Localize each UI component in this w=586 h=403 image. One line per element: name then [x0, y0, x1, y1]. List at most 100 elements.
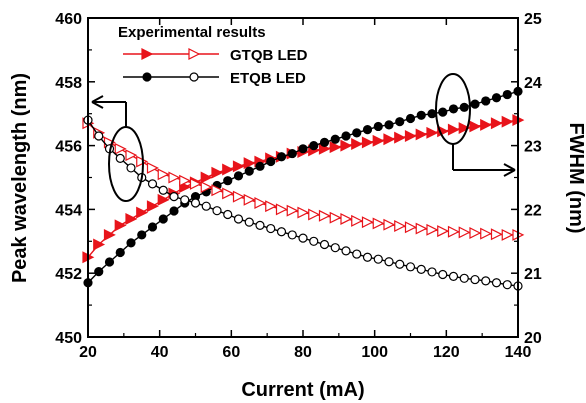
data-point-etqb-led-fwhm — [416, 264, 426, 274]
x-tick-label: 60 — [222, 344, 240, 361]
data-point-gtqb-led-fwhm — [490, 228, 503, 241]
data-point-etqb-led-peak — [233, 171, 244, 181]
legend-item-gtqb — [123, 48, 219, 60]
data-point-etqb-led-peak — [169, 206, 179, 216]
y-axis-right-title: FWHM (nm) — [565, 122, 586, 233]
data-point-gtqb-led-peak — [469, 120, 482, 133]
data-point-gtqb-led-peak — [447, 123, 460, 136]
data-point-gtqb-led-fwhm — [136, 155, 149, 168]
data-point-gtqb-led-fwhm — [404, 221, 417, 234]
legend-marker-etqb-open — [189, 72, 199, 82]
y-left-tick-label: 452 — [55, 266, 82, 283]
data-point-gtqb-led-peak — [383, 133, 396, 146]
data-point-etqb-led-peak — [373, 121, 383, 132]
data-point-etqb-led-fwhm — [405, 262, 416, 272]
data-point-etqb-led-fwhm — [319, 239, 330, 250]
data-point-gtqb-led-peak — [458, 122, 471, 135]
data-point-gtqb-led-peak — [243, 157, 256, 170]
data-point-etqb-led-fwhm — [373, 254, 383, 264]
data-point-etqb-led-fwhm — [244, 217, 254, 227]
data-point-etqb-led-peak — [470, 99, 480, 109]
data-point-etqb-led-fwhm — [470, 274, 480, 285]
data-point-etqb-led-fwhm — [309, 236, 319, 246]
data-point-etqb-led-peak — [362, 125, 373, 135]
legend: Experimental results GTQB LED ETQB LED — [118, 24, 308, 87]
y-right-tick-label: 24 — [524, 75, 542, 92]
data-point-etqb-led-fwhm — [330, 243, 340, 253]
data-point-etqb-led-peak — [94, 267, 104, 277]
data-point-etqb-led-fwhm — [126, 163, 136, 173]
x-tick-label: 20 — [79, 344, 97, 361]
data-point-etqb-led-peak — [223, 176, 233, 186]
data-point-gtqb-led-peak — [415, 128, 428, 141]
data-point-etqb-led-fwhm — [459, 273, 469, 283]
data-point-gtqb-led-fwhm — [275, 203, 288, 216]
x-axis-title: Current (mA) — [241, 379, 364, 401]
data-point-gtqb-led-peak — [222, 163, 235, 176]
data-point-gtqb-led-fwhm — [232, 190, 245, 203]
data-point-etqb-led-peak — [405, 113, 416, 124]
data-point-etqb-led-peak — [319, 137, 330, 148]
data-point-etqb-led-peak — [115, 247, 125, 258]
data-point-gtqb-led-fwhm — [426, 223, 439, 236]
data-point-gtqb-led-fwhm — [297, 206, 310, 219]
data-point-gtqb-led-fwhm — [351, 214, 364, 227]
data-point-gtqb-led-peak — [329, 141, 342, 154]
series-etqb-led-peak — [83, 86, 523, 288]
data-point-etqb-led-peak — [244, 166, 254, 176]
data-point-etqb-led-fwhm — [502, 280, 512, 290]
data-point-gtqb-led-fwhm — [179, 174, 192, 187]
data-point-etqb-led-fwhm — [352, 249, 362, 259]
x-tick-label: 80 — [294, 344, 312, 361]
series-layer — [82, 86, 525, 291]
data-point-gtqb-led-peak — [490, 117, 503, 130]
legend-marker-etqb-filled — [142, 72, 152, 82]
data-point-etqb-led-fwhm — [266, 223, 276, 234]
data-point-gtqb-led-peak — [114, 219, 127, 232]
x-tick-label: 40 — [151, 344, 169, 361]
data-point-etqb-led-peak — [341, 131, 351, 141]
data-point-gtqb-led-fwhm — [361, 216, 374, 229]
data-point-etqb-led-fwhm — [169, 192, 179, 202]
data-point-gtqb-led-fwhm — [200, 181, 213, 194]
data-point-etqb-led-peak — [459, 102, 469, 112]
data-point-etqb-led-fwhm — [180, 195, 190, 205]
data-point-gtqb-led-fwhm — [286, 204, 299, 217]
data-point-gtqb-led-fwhm — [125, 149, 138, 162]
data-point-gtqb-led-peak — [200, 171, 213, 184]
y-right-tick-label: 21 — [524, 266, 542, 283]
data-point-gtqb-led-peak — [404, 130, 417, 143]
data-point-etqb-led-peak — [491, 93, 502, 103]
data-point-etqb-led-peak — [384, 120, 394, 130]
y-axis-left-title: Peak wavelength (nm) — [9, 73, 31, 283]
data-point-etqb-led-peak — [276, 152, 287, 162]
data-point-gtqb-led-fwhm — [254, 197, 267, 209]
data-point-etqb-led-fwhm — [147, 179, 158, 189]
data-point-etqb-led-fwhm — [491, 278, 502, 288]
data-point-gtqb-led-fwhm — [308, 208, 321, 221]
data-point-gtqb-led-fwhm — [243, 193, 256, 206]
x-tick-label: 120 — [433, 344, 460, 361]
series-etqb-led-fwhm — [83, 115, 523, 291]
data-point-gtqb-led-peak — [232, 160, 245, 173]
data-point-gtqb-led-fwhm — [394, 220, 407, 232]
data-point-etqb-led-fwhm — [481, 276, 491, 286]
data-point-gtqb-led-peak — [136, 206, 149, 219]
legend-title: Experimental results — [118, 24, 266, 41]
data-point-gtqb-led-fwhm — [480, 227, 493, 240]
data-point-etqb-led-fwhm — [276, 227, 287, 237]
legend-label-etqb: ETQB LED — [230, 70, 306, 87]
data-point-gtqb-led-peak — [211, 166, 224, 179]
y-left-tick-label: 460 — [55, 11, 82, 28]
data-point-etqb-led-fwhm — [201, 201, 211, 211]
data-point-gtqb-led-fwhm — [146, 161, 159, 174]
data-point-gtqb-led-fwhm — [415, 222, 428, 235]
series-gtqb-led-fwhm — [82, 117, 525, 241]
data-point-gtqb-led-fwhm — [383, 218, 396, 231]
y-right-tick-label: 23 — [524, 139, 542, 156]
legend-marker-gtqb-filled — [141, 48, 154, 60]
data-point-gtqb-led-fwhm — [329, 211, 342, 224]
data-point-gtqb-led-peak — [103, 228, 116, 241]
y-right-tick-label: 25 — [524, 11, 542, 28]
